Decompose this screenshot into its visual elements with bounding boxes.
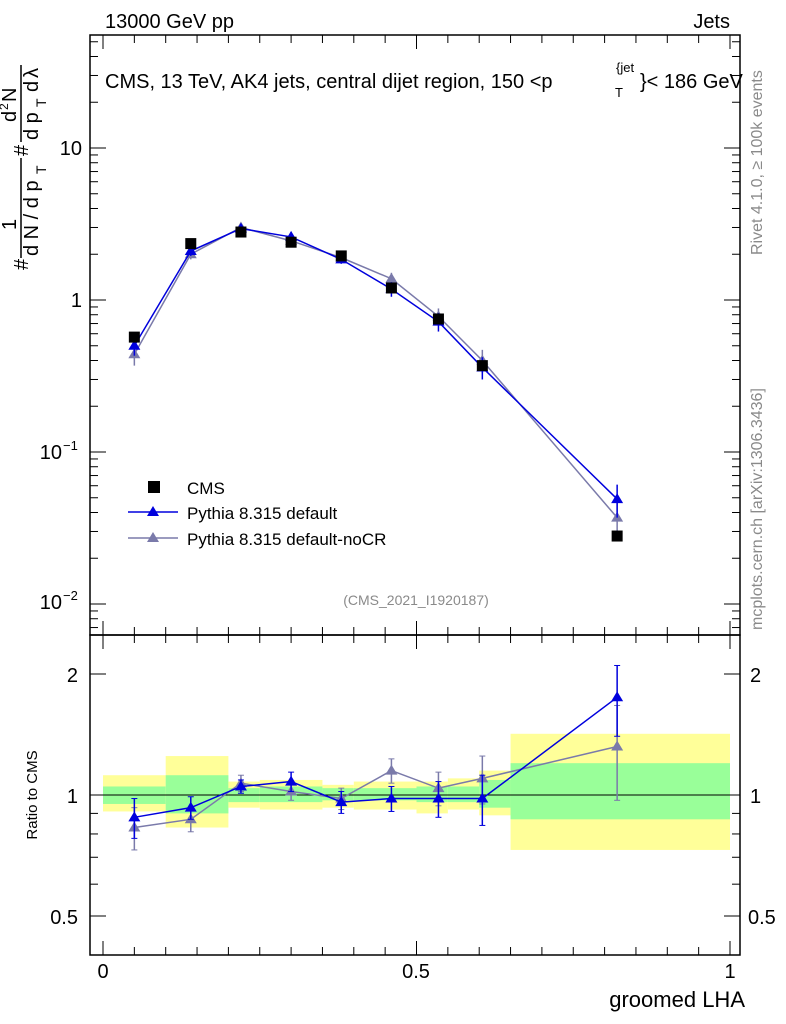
svg-text:d: d: [21, 81, 43, 92]
ratio-tick-2-right: 2: [750, 665, 761, 687]
tick-label-0.1: 10: [40, 442, 62, 464]
cms-point: [235, 226, 247, 238]
ratio-y-axis-title: Ratio to CMS: [24, 750, 41, 839]
svg-text:d N / d p: d N / d p: [21, 180, 43, 256]
legend-nocr-marker: [147, 532, 159, 542]
header-energy-label: 13000 GeV pp: [105, 11, 234, 33]
legend-default-marker: [147, 506, 159, 516]
mcplots-source-label: mcplots.cern.ch [arXiv:1306.3436]: [749, 388, 766, 630]
default-ratio-point: [476, 792, 489, 803]
default-point: [128, 339, 141, 350]
nocr-ratio-point: [611, 740, 624, 751]
title-end: }< 186 GeV: [640, 71, 744, 93]
cms-point: [476, 360, 488, 372]
default-ratio-point: [234, 780, 247, 791]
cms-point: [432, 313, 444, 325]
header-category-label: Jets: [693, 11, 730, 33]
tick-label-1: 1: [71, 290, 82, 312]
ratio-y-tick-labels: 2 1 0.5 2 1 0.5: [50, 665, 776, 929]
default-ratio-point: [432, 792, 445, 803]
title-subscript: T: [615, 85, 623, 100]
legend-cms-label: CMS: [187, 479, 225, 498]
plot-title: CMS, 13 TeV, AK4 jets, central dijet reg…: [105, 60, 744, 100]
x-tick-1: 1: [724, 961, 735, 983]
ratio-band-inner-5: [353, 788, 417, 801]
tick-label-0.01-exp: −2: [63, 588, 78, 603]
default-line: [133, 227, 618, 500]
main-series-layer: [128, 221, 624, 542]
default-ratio-point: [335, 796, 348, 807]
main-y-tick-labels: 10 1 10 −1 10 −2: [40, 138, 82, 614]
legend-default-label: Pythia 8.315 default: [187, 504, 338, 523]
nocr-point: [385, 272, 398, 283]
x-axis-label: groomed LHA: [609, 987, 745, 1012]
svg-text:#: #: [11, 258, 33, 270]
ratio-band-inner-6: [416, 786, 448, 803]
cms-point: [285, 236, 297, 248]
cms-point: [385, 282, 397, 294]
legend-cms-marker: [148, 481, 160, 493]
svg-text:2: 2: [0, 103, 11, 110]
cms-point: [128, 331, 140, 343]
nocr-line: [133, 226, 618, 519]
svg-text:T: T: [33, 98, 49, 107]
default-ratio-point: [128, 811, 141, 822]
cms-point: [185, 238, 197, 250]
svg-text:d: d: [0, 111, 21, 122]
title-main: CMS, 13 TeV, AK4 jets, central dijet reg…: [105, 71, 553, 93]
ratio-tick-2-left: 2: [67, 665, 78, 687]
ratio-band-inner-7: [447, 786, 480, 803]
legend-nocr-label: Pythia 8.315 default-noCR: [187, 530, 386, 549]
default-ratio-point: [184, 801, 197, 812]
svg-text:T: T: [33, 165, 49, 174]
default-ratio-point: [385, 792, 398, 803]
x-tick-labels: 0 0.5 1: [97, 961, 735, 983]
main-y-axis-label: # d N / d p T 1 # d p T d λ d 2 N: [0, 65, 49, 270]
rivet-version-label: Rivet 4.1.0, ≥ 100k events: [749, 70, 766, 255]
x-tick-0: 0: [97, 961, 108, 983]
ratio-series-layer: [128, 664, 624, 851]
ratio-uncertainty-bands: [103, 733, 730, 850]
svg-text:1: 1: [0, 219, 21, 230]
cms-point: [335, 250, 347, 262]
tick-label-0.1-exp: −1: [63, 438, 78, 453]
ratio-tick-1-right: 1: [750, 786, 761, 808]
default-ratio-point: [611, 691, 624, 702]
svg-text:N: N: [0, 88, 21, 102]
x-tick-0.5: 0.5: [402, 961, 430, 983]
title-superscript: {jet: [616, 60, 634, 75]
default-ratio-point: [285, 775, 298, 786]
tick-label-10: 10: [60, 138, 82, 160]
analysis-id-label: (CMS_2021_I1920187): [343, 592, 489, 608]
ratio-tick-0.5-right: 0.5: [748, 907, 776, 929]
svg-text:#: #: [11, 144, 33, 156]
axis-ticks: [90, 35, 740, 955]
tick-label-0.01: 10: [40, 592, 62, 614]
ratio-tick-1-left: 1: [67, 786, 78, 808]
nocr-ratio-point: [385, 764, 398, 775]
svg-text:λ: λ: [21, 68, 43, 78]
default-point: [184, 245, 197, 256]
legend: CMS Pythia 8.315 default Pythia 8.315 de…: [128, 479, 386, 549]
ratio-band-inner-8: [479, 779, 511, 808]
cms-point: [611, 530, 623, 542]
svg-text:d p: d p: [21, 112, 43, 140]
ratio-band-inner-9: [510, 763, 730, 820]
ratio-tick-0.5-left: 0.5: [50, 907, 78, 929]
ratio-band-inner-1: [165, 775, 229, 814]
default-point: [611, 493, 624, 504]
